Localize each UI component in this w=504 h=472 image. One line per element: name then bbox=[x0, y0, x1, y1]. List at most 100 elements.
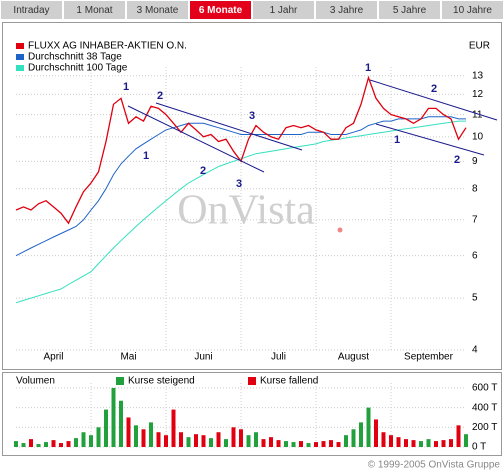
trend-line bbox=[155, 102, 303, 151]
volume-bar bbox=[239, 429, 243, 447]
volume-title: Volumen bbox=[16, 376, 55, 387]
volume-bar bbox=[36, 444, 41, 447]
y-tick-label: 600 T bbox=[472, 383, 497, 394]
tab-label[interactable]: 6 Monate bbox=[199, 5, 243, 16]
legend-swatch bbox=[116, 377, 124, 385]
tab[interactable] bbox=[442, 1, 503, 19]
y-tick-label: 12 bbox=[472, 89, 484, 100]
y-tick-label: 13 bbox=[472, 70, 484, 81]
volume-bar bbox=[29, 439, 33, 447]
tab-label[interactable]: Intraday bbox=[13, 5, 49, 16]
volume-bar bbox=[134, 425, 138, 447]
moving-average-line bbox=[15, 120, 466, 304]
volume-bar bbox=[456, 425, 461, 447]
volume-bar bbox=[261, 439, 266, 447]
volume-bar bbox=[59, 443, 63, 447]
y-tick-label: 9 bbox=[472, 156, 478, 167]
tab[interactable] bbox=[190, 1, 251, 19]
volume-bar bbox=[329, 440, 333, 447]
volume-bar bbox=[126, 417, 131, 447]
trend-lines bbox=[127, 79, 498, 173]
volume-bar bbox=[194, 434, 198, 447]
y-tick-label: 5 bbox=[472, 293, 478, 304]
price-panel bbox=[2, 22, 502, 370]
annotation: 1 bbox=[123, 81, 129, 93]
copyright: © 1999-2005 OnVista Gruppe bbox=[368, 460, 501, 471]
annotation: 1 bbox=[394, 134, 400, 146]
tab[interactable] bbox=[253, 1, 314, 19]
volume-bar bbox=[164, 435, 168, 447]
volume-bar bbox=[299, 441, 303, 447]
volume-bar bbox=[359, 422, 363, 447]
tab-label[interactable]: 3 Jahre bbox=[330, 5, 364, 16]
volume-bar bbox=[104, 409, 108, 447]
volume-bar bbox=[434, 441, 438, 447]
y-tick-label: 8 bbox=[472, 183, 478, 194]
annotation: 2 bbox=[454, 154, 460, 166]
legend-label: Kurse fallend bbox=[260, 376, 318, 387]
volume-bar bbox=[374, 419, 378, 447]
volume-bar bbox=[231, 427, 236, 447]
volume-bar bbox=[119, 400, 123, 447]
volume-bar bbox=[111, 387, 116, 447]
tab[interactable] bbox=[127, 1, 188, 19]
y-axis-unit: EUR bbox=[469, 41, 490, 52]
volume-bar bbox=[419, 441, 423, 447]
legend-swatch bbox=[248, 377, 256, 385]
tab-label[interactable]: 10 Jahre bbox=[453, 5, 492, 16]
volume-bar bbox=[74, 438, 78, 447]
volume-bar bbox=[269, 437, 273, 447]
tab-label[interactable]: 1 Jahr bbox=[270, 5, 298, 16]
volume-bar bbox=[246, 435, 251, 447]
volume-bar bbox=[314, 442, 318, 447]
annotation: 3 bbox=[236, 178, 242, 190]
tab-label[interactable]: 5 Jahre bbox=[393, 5, 427, 16]
annotation: 2 bbox=[431, 83, 437, 95]
volume-bar bbox=[449, 439, 453, 447]
y-tick-label: 4 bbox=[472, 345, 478, 356]
tab[interactable] bbox=[64, 1, 125, 19]
tab[interactable] bbox=[316, 1, 377, 19]
tab-label[interactable]: 3 Monate bbox=[137, 5, 179, 16]
volume-bar bbox=[14, 441, 18, 447]
x-tick-label: Mai bbox=[120, 352, 136, 363]
x-tick-label: April bbox=[43, 352, 63, 363]
watermark-dot bbox=[337, 227, 343, 233]
y-tick-label: 6 bbox=[472, 250, 478, 261]
volume-bar bbox=[224, 439, 228, 447]
tab[interactable] bbox=[1, 1, 62, 19]
tab-label[interactable]: 1 Monat bbox=[76, 5, 112, 16]
y-tick-label: 11 bbox=[472, 109, 483, 120]
y-tick-label: 7 bbox=[472, 214, 478, 225]
annotation: 1 bbox=[143, 150, 149, 162]
volume-bar bbox=[141, 429, 146, 447]
annotation: 1 bbox=[365, 62, 371, 74]
volume-bar bbox=[344, 435, 348, 447]
y-tick-label: 200 T bbox=[472, 422, 497, 433]
volume-bar bbox=[321, 441, 326, 447]
volume-bar bbox=[389, 435, 393, 447]
annotation: 2 bbox=[157, 90, 163, 102]
legend-swatch bbox=[16, 65, 24, 71]
legend-swatch bbox=[16, 43, 24, 49]
y-tick-label: 400 T bbox=[472, 402, 497, 413]
watermark: OnVista bbox=[177, 188, 315, 234]
volume-bar bbox=[254, 432, 258, 447]
volume-bar bbox=[404, 439, 408, 447]
legend-swatch bbox=[16, 54, 24, 60]
volume-bar bbox=[426, 439, 431, 447]
x-tick-label: Juli bbox=[271, 352, 286, 363]
volume-bar bbox=[336, 442, 341, 447]
volume-bar bbox=[464, 434, 468, 447]
volume-bar bbox=[351, 429, 356, 447]
volume-bar bbox=[396, 437, 401, 447]
tab[interactable] bbox=[379, 1, 440, 19]
volume-bar bbox=[276, 440, 281, 447]
trend-line bbox=[375, 123, 485, 156]
annotation: 2 bbox=[200, 165, 206, 177]
legend-label: Kurse steigend bbox=[128, 376, 195, 387]
volume-bar bbox=[96, 427, 101, 447]
volume-bar bbox=[381, 432, 386, 447]
legend-label: Durchschnitt 100 Tage bbox=[28, 63, 128, 74]
annotation: 3 bbox=[249, 110, 255, 122]
